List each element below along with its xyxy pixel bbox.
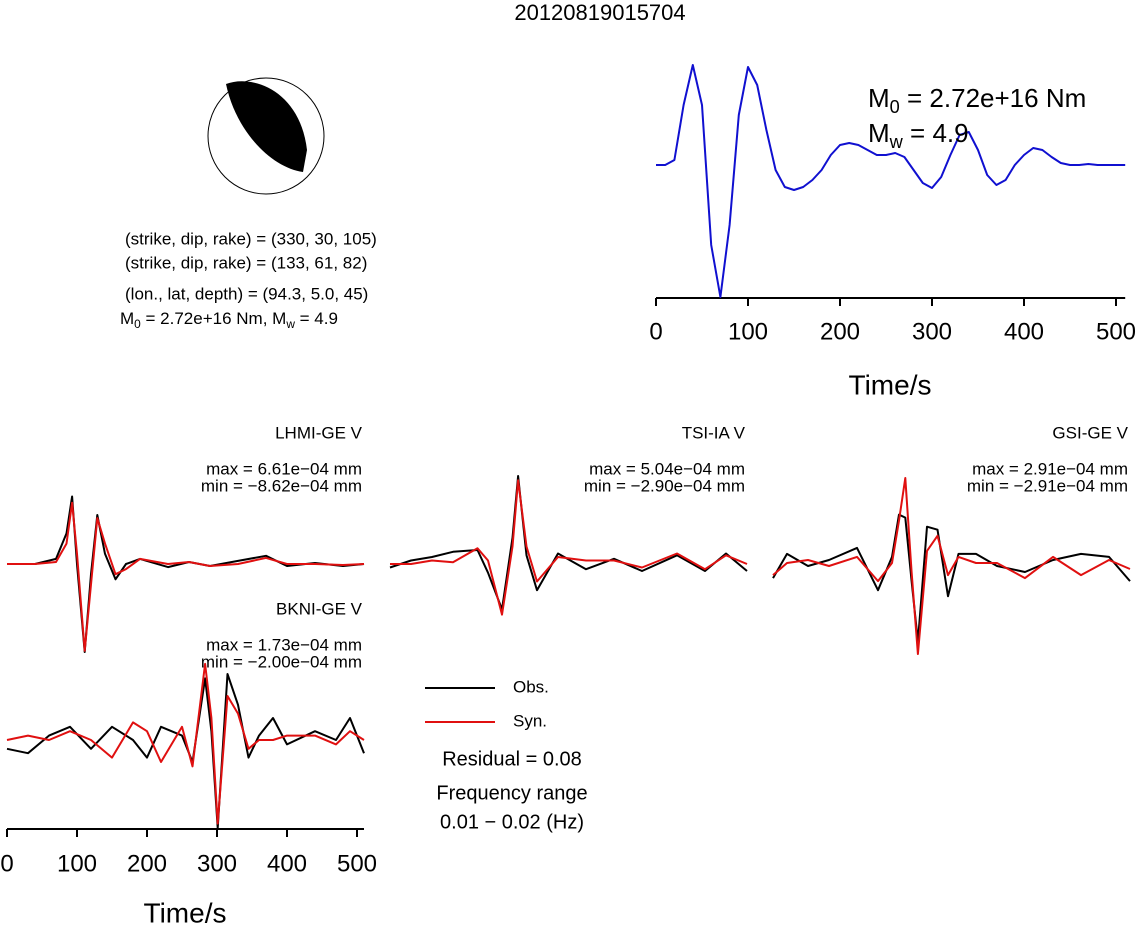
x-tick-label: 200: [820, 318, 860, 345]
station-title: BKNI-GE V: [276, 599, 363, 618]
beachball: [207, 77, 325, 195]
waveform: [6, 662, 365, 825]
legend-label: Obs.: [513, 677, 549, 696]
x-tick-label: 500: [1096, 318, 1136, 345]
x-tick-label: 100: [728, 318, 768, 345]
text-part: = 4.9: [903, 118, 969, 148]
station-title: TSI-IA V: [682, 423, 746, 442]
mechanism-line: (strike, dip, rake) = (330, 30, 105): [125, 229, 377, 248]
x-tick-label: 0: [649, 318, 662, 345]
station-title: GSI-GE V: [1052, 423, 1128, 442]
waveform: [389, 475, 748, 611]
frequency-range: 0.01 − 0.02 (Hz): [440, 811, 584, 833]
x-axis-label: Time/s: [144, 897, 227, 928]
amplitude-note: min = −8.62e−04 mm: [201, 476, 362, 495]
amplitude-note: max = 2.91e−04 mm: [972, 459, 1128, 478]
subscript: 0: [134, 317, 141, 331]
text-part: = 4.9: [295, 309, 338, 328]
subscript: w: [285, 317, 295, 331]
subscript: w: [889, 132, 904, 152]
amplitude-note: min = −2.90e−04 mm: [584, 476, 745, 495]
x-tick-label: 100: [57, 850, 97, 877]
x-tick-label: 200: [127, 850, 167, 877]
waveform: [390, 479, 748, 616]
text-part: M: [868, 83, 890, 113]
stf-annotation: Mw = 4.9: [868, 118, 969, 152]
figure-title: 20120819015704: [514, 0, 685, 25]
x-tick-label: 300: [912, 318, 952, 345]
x-axis-label: Time/s: [849, 369, 932, 400]
frequency-label: Frequency range: [436, 782, 587, 804]
mechanism-line: (lon., lat, depth) = (94.3, 5.0, 45): [125, 284, 368, 303]
waveform: [7, 501, 365, 652]
beachball-compression: [226, 81, 307, 172]
x-tick-label: 400: [1004, 318, 1044, 345]
waveform: [7, 495, 365, 653]
amplitude-note: max = 1.73e−04 mm: [206, 635, 362, 654]
amplitude-note: min = −2.00e−04 mm: [201, 652, 362, 671]
waveform: [772, 477, 1131, 655]
text-part: M: [120, 309, 134, 328]
x-tick-label: 400: [267, 850, 307, 877]
x-tick-label: 500: [337, 850, 377, 877]
amplitude-note: max = 5.04e−04 mm: [589, 459, 745, 478]
waveform: [6, 673, 365, 829]
x-tick-label: 0: [0, 850, 13, 877]
waveform: [772, 513, 1131, 643]
text-part: M: [868, 118, 890, 148]
amplitude-note: min = −2.91e−04 mm: [967, 476, 1128, 495]
mechanism-line: (strike, dip, rake) = (133, 61, 82): [125, 253, 367, 272]
residual: Residual = 0.08: [442, 748, 582, 770]
waveform: [656, 64, 1126, 298]
station-title: LHMI-GE V: [275, 423, 363, 442]
text-part: = 2.72e+16 Nm: [900, 83, 1086, 113]
x-tick-label: 300: [197, 850, 237, 877]
subscript: 0: [890, 97, 900, 117]
stf-annotation: M0 = 2.72e+16 Nm: [868, 83, 1086, 117]
legend-label: Syn.: [513, 711, 547, 730]
amplitude-note: max = 6.61e−04 mm: [206, 459, 362, 478]
moment-line: M0 = 2.72e+16 Nm, Mw = 4.9: [120, 309, 338, 331]
text-part: = 2.72e+16 Nm, M: [141, 309, 287, 328]
